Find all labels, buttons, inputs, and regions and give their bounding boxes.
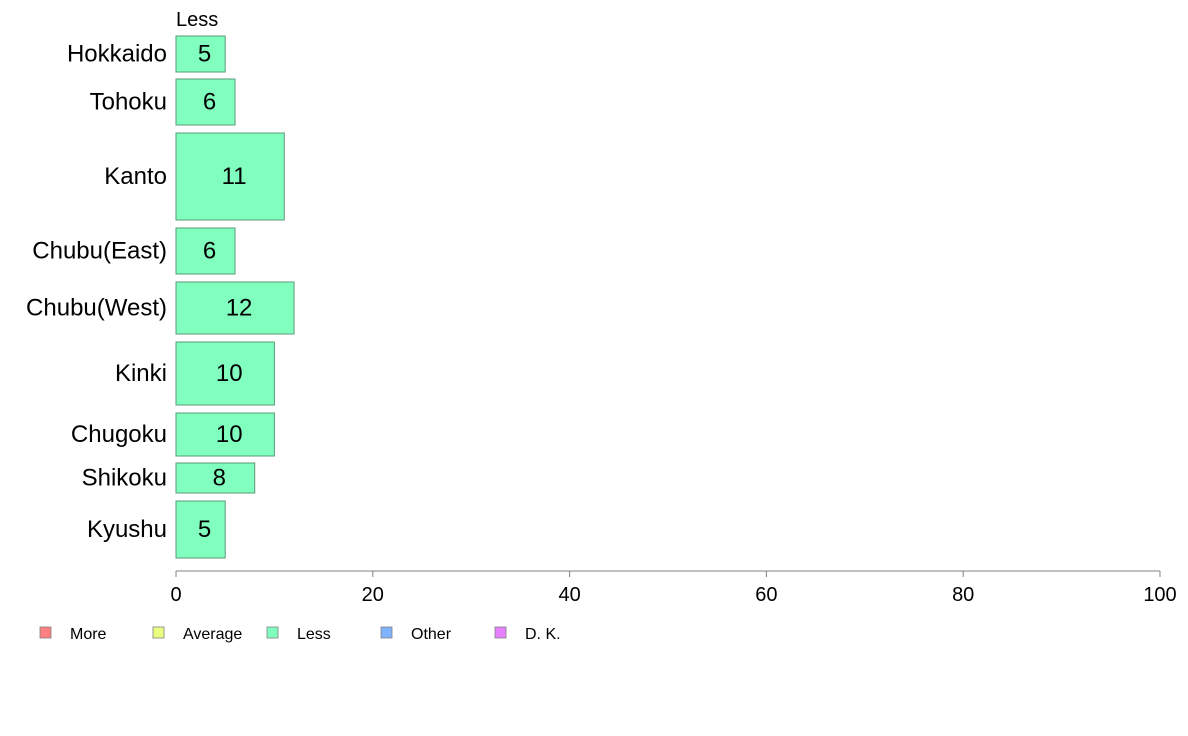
legend-label: Less [297, 626, 331, 643]
x-tick-label: 100 [1143, 584, 1176, 606]
legend-swatch [266, 626, 279, 639]
bar-value-label: 12 [226, 295, 253, 322]
bar-less-kinki [175, 341, 275, 406]
legend: More Average Less Other D. K. [39, 626, 561, 643]
x-tick-label: 80 [952, 584, 974, 606]
category-label: Chugoku [71, 421, 167, 448]
bar-less-kanto [175, 132, 285, 221]
category-label: Shikoku [82, 465, 167, 492]
x-axis: 0 20 40 60 80 100 [170, 570, 1177, 606]
bar-value-label: 8 [213, 465, 226, 492]
legend-swatch [494, 626, 507, 639]
bar-less-chubu-east- [175, 227, 236, 275]
bar-value-label: 10 [216, 360, 243, 387]
category-label: Kinki [115, 360, 167, 387]
category-label: Chubu(West) [26, 295, 167, 322]
legend-label: Average [183, 626, 242, 643]
x-tick-label: 60 [755, 584, 777, 606]
bar-value-label: 6 [203, 238, 216, 265]
bar-less-hokkaido [175, 35, 226, 73]
legend-swatch [39, 626, 52, 639]
legend-label: More [70, 626, 107, 643]
bar-value-label: 11 [222, 163, 247, 190]
category-labels: Hokkaido Tohoku Kanto Chubu(East) Chubu(West… [26, 41, 167, 544]
bar-value-label: 5 [198, 41, 211, 68]
x-tick-label: 20 [362, 584, 384, 606]
legend-swatch [152, 626, 165, 639]
bar-value-label: 5 [198, 516, 211, 543]
bar-less-kyushu [175, 500, 226, 559]
category-label: Kyushu [87, 516, 167, 543]
category-label: Kanto [104, 163, 167, 190]
bar-less-chugoku [175, 412, 275, 457]
series-header-less: Less [176, 9, 218, 31]
legend-label: Other [411, 626, 452, 643]
x-tick-label: 40 [558, 584, 580, 606]
category-label: Tohoku [90, 89, 167, 116]
bar-less-tohoku [175, 78, 236, 126]
category-label: Hokkaido [67, 41, 167, 68]
bar-less-shikoku [175, 462, 256, 494]
legend-label: D. K. [525, 626, 561, 643]
legend-swatch [380, 626, 393, 639]
bar-value-label: 6 [203, 89, 216, 116]
bar-value-label: 10 [216, 421, 243, 448]
x-tick-label: 0 [170, 584, 181, 606]
category-label: Chubu(East) [32, 238, 167, 265]
bar-less-chubu-west- [175, 281, 295, 335]
